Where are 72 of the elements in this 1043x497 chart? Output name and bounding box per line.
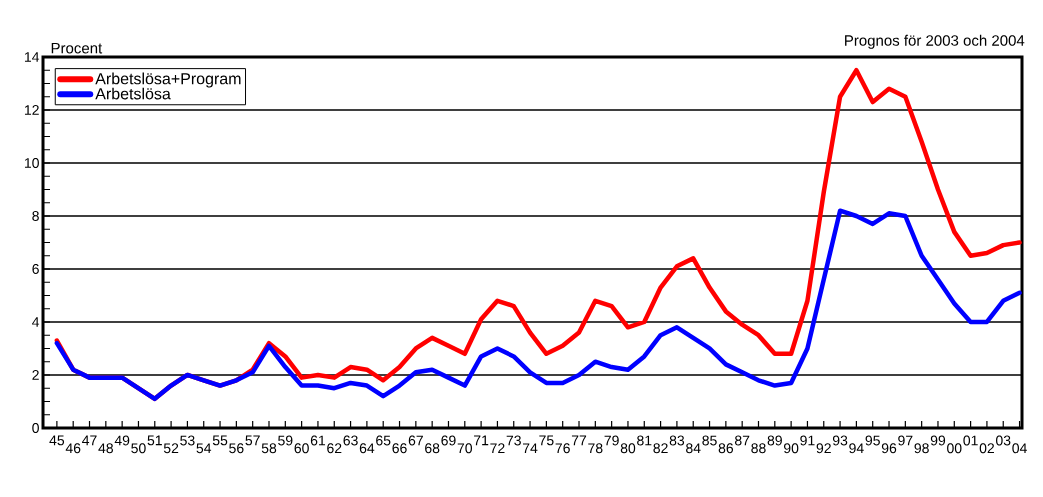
x-tick-label: 95 bbox=[865, 435, 880, 446]
x-tick-label: 67 bbox=[408, 435, 423, 446]
y-tick-label: 12 bbox=[24, 105, 39, 115]
x-tick-label: 57 bbox=[245, 435, 260, 446]
x-tick-label: 76 bbox=[555, 443, 570, 454]
x-tick-label: 94 bbox=[849, 443, 864, 454]
text: Prognos för 2003 och 2004 bbox=[845, 34, 1025, 49]
x-tick-label: 47 bbox=[82, 435, 97, 446]
x-tick-label: 51 bbox=[147, 435, 162, 446]
x-tick-label: 56 bbox=[229, 443, 244, 454]
x-tick-label: 81 bbox=[637, 435, 652, 446]
x-tick-label: 89 bbox=[767, 435, 782, 446]
x-tick-label: 02 bbox=[979, 443, 994, 454]
x-tick-label: 55 bbox=[212, 435, 228, 446]
x-tick-label: 61 bbox=[310, 435, 326, 446]
y-tick-label: 4 bbox=[32, 317, 40, 327]
x-tick-label: 60 bbox=[294, 443, 309, 454]
y-tick-label: 10 bbox=[24, 158, 39, 168]
x-tick-label: 71 bbox=[474, 435, 489, 446]
x-tick-label: 68 bbox=[425, 443, 440, 454]
y-axis-title: Procent bbox=[51, 43, 103, 54]
x-tick-label: 87 bbox=[735, 435, 750, 446]
x-tick-label: 58 bbox=[261, 443, 277, 454]
x-tick-label: 85 bbox=[702, 435, 717, 446]
x-tick-label: 70 bbox=[457, 443, 473, 454]
y-tick-label: 2 bbox=[32, 370, 39, 380]
x-tick-label: 84 bbox=[686, 443, 701, 454]
x-tick-label: 04 bbox=[1012, 443, 1027, 454]
x-tick-label: 78 bbox=[588, 443, 603, 454]
legend-label: Arbetslösa+Program bbox=[95, 72, 241, 88]
x-tick-label: 53 bbox=[180, 435, 195, 446]
x-tick-label: 50 bbox=[131, 443, 146, 454]
x-tick-label: 45 bbox=[49, 435, 65, 446]
x-tick-label: 48 bbox=[98, 443, 113, 454]
x-tick-label: 97 bbox=[898, 435, 913, 446]
y-tick-label: 0 bbox=[32, 423, 39, 433]
x-tick-label: 66 bbox=[392, 443, 407, 454]
x-tick-label: 73 bbox=[506, 435, 521, 446]
x-tick-label: 65 bbox=[376, 435, 391, 446]
x-tick-label: 00 bbox=[947, 443, 962, 454]
x-tick-label: 77 bbox=[571, 435, 587, 446]
x-tick-label: 75 bbox=[539, 435, 554, 446]
x-tick-label: 82 bbox=[653, 443, 668, 454]
legend-label: Arbetslösa bbox=[95, 87, 171, 100]
y-tick-label: 6 bbox=[32, 264, 39, 274]
x-tick-label: 90 bbox=[784, 443, 799, 454]
x-tick-label: 52 bbox=[163, 443, 179, 454]
y-tick-label: 8 bbox=[32, 211, 39, 221]
x-tick-label: 88 bbox=[751, 443, 766, 454]
x-tick-label: 86 bbox=[718, 443, 734, 454]
x-tick-label: 80 bbox=[620, 443, 636, 454]
x-tick-label: 92 bbox=[816, 443, 831, 454]
x-tick-label: 93 bbox=[832, 435, 848, 446]
x-tick-label: 83 bbox=[669, 435, 685, 446]
x-tick-label: 49 bbox=[114, 435, 130, 446]
x-tick-label: 54 bbox=[196, 443, 212, 454]
x-tick-label: 46 bbox=[65, 443, 81, 454]
x-tick-label: 79 bbox=[604, 435, 619, 446]
x-tick-label: 64 bbox=[359, 443, 375, 454]
x-tick-label: 91 bbox=[800, 435, 815, 446]
x-tick-label: 59 bbox=[278, 435, 293, 446]
x-tick-label: 96 bbox=[881, 443, 897, 454]
x-tick-label: 99 bbox=[930, 435, 946, 446]
x-tick-label: 63 bbox=[343, 435, 358, 446]
x-tick-label: 62 bbox=[327, 443, 342, 454]
x-tick-label: 72 bbox=[490, 443, 505, 453]
x-tick-label: 98 bbox=[914, 443, 929, 454]
y-tick-label: 14 bbox=[24, 52, 40, 62]
x-tick-label: 69 bbox=[441, 435, 456, 446]
x-tick-label: 74 bbox=[522, 443, 538, 453]
x-tick-label: 01 bbox=[963, 435, 978, 446]
x-tick-label: 03 bbox=[996, 435, 1011, 446]
